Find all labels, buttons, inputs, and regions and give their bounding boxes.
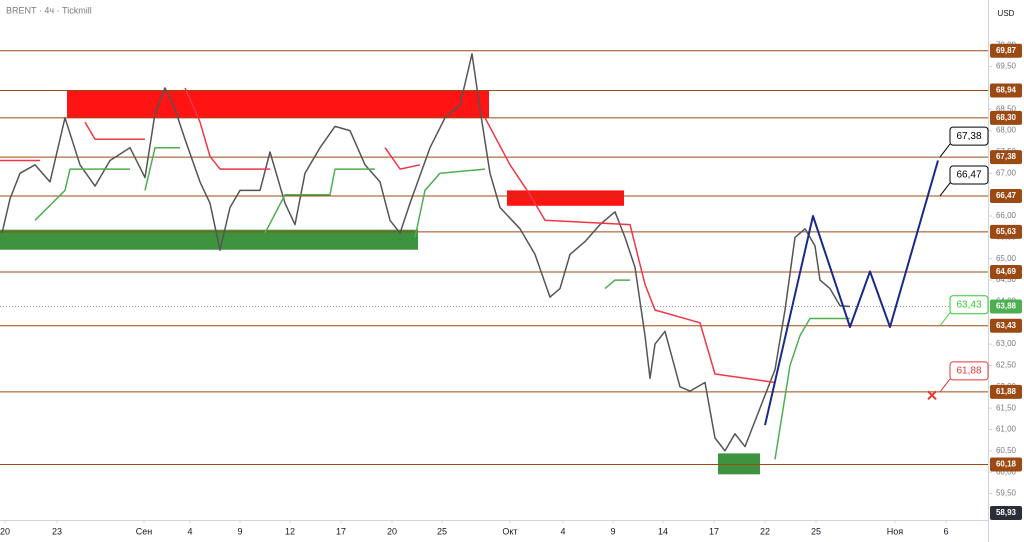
- callout-box: [949, 295, 989, 315]
- x-tick-label: Сен: [136, 526, 153, 536]
- series-line: [264, 168, 375, 234]
- currency: USD: [998, 9, 1015, 18]
- y-tick-label: 60,50: [996, 446, 1017, 455]
- callout-label: 63,43: [956, 299, 981, 310]
- stop-cross: [927, 390, 937, 401]
- last-price-box: [990, 299, 1022, 314]
- y-tick-label: 61,00: [996, 425, 1017, 434]
- series-line: [414, 168, 486, 238]
- symbol-title: BRENT · 4ч · Tickmill: [6, 5, 92, 15]
- x-tick-label: 17: [709, 526, 719, 536]
- level-label: 68,94: [996, 86, 1017, 95]
- zone: [0, 229, 418, 250]
- x-tick-label: 9: [610, 526, 615, 536]
- x-tick-label: 22: [760, 526, 770, 536]
- level-box: [990, 43, 1022, 58]
- low-marker-box: [990, 506, 1022, 520]
- y-tick-label: 61,50: [996, 403, 1017, 412]
- x-tick-label: 25: [437, 526, 447, 536]
- y-tick-label: 69,50: [996, 62, 1017, 71]
- x-tick-label: 23: [52, 526, 62, 536]
- y-tick-label: 60,00: [996, 467, 1017, 476]
- level-box: [990, 110, 1022, 125]
- series-line: [144, 146, 180, 191]
- level-label: 61,88: [996, 387, 1017, 396]
- level-box: [990, 318, 1022, 333]
- x-tick-label: 20: [0, 526, 10, 536]
- y-tick-label: 68,00: [996, 126, 1017, 135]
- series-line: [604, 279, 630, 290]
- series-line: [184, 87, 270, 170]
- callout-label: 67,38: [956, 131, 981, 142]
- series-line: [1, 53, 851, 452]
- callout-leader: [939, 182, 951, 197]
- x-tick-label: 6: [943, 526, 948, 536]
- x-tick-label: Окт: [502, 526, 517, 536]
- series-line: [484, 117, 776, 384]
- callout-leader: [939, 143, 951, 158]
- y-tick-label: 66,00: [996, 211, 1017, 220]
- level-label: 69,87: [996, 46, 1017, 55]
- y-tick-label: 59,50: [996, 489, 1017, 498]
- level-label: 68,30: [996, 113, 1017, 122]
- last-price-label: 63,88: [996, 302, 1017, 311]
- low-marker-label: 58,93: [996, 508, 1017, 517]
- x-tick-label: Ноя: [887, 526, 904, 536]
- x-tick-label: 17: [336, 526, 346, 536]
- level-label: 65,63: [996, 227, 1017, 236]
- x-tick-label: 25: [811, 526, 821, 536]
- level-box: [990, 83, 1022, 98]
- level-label: 60,18: [996, 460, 1017, 469]
- zone: [67, 90, 489, 118]
- y-tick-label: 64,50: [996, 275, 1017, 284]
- x-tick-label: 14: [658, 526, 668, 536]
- y-tick-label: 62,50: [996, 361, 1017, 370]
- series-line: [764, 160, 939, 426]
- series-line: [774, 317, 850, 460]
- callout-leader: [939, 378, 951, 393]
- x-tick-label: 4: [560, 526, 565, 536]
- series-line: [384, 147, 421, 170]
- level-box: [990, 457, 1022, 472]
- level-label: 66,47: [996, 191, 1017, 200]
- callout-label: 61,88: [956, 366, 981, 377]
- y-tick-label: 65,00: [996, 254, 1017, 263]
- callout-leader: [939, 312, 951, 327]
- level-label: 63,43: [996, 321, 1017, 330]
- callout-label: 66,47: [956, 170, 981, 181]
- series-line: [34, 168, 130, 221]
- level-label: 67,38: [996, 152, 1017, 161]
- x-tick-label: 4: [187, 526, 192, 536]
- level-box: [990, 188, 1022, 203]
- x-tick-label: 9: [237, 526, 242, 536]
- level-box: [990, 150, 1022, 165]
- level-box: [990, 384, 1022, 399]
- y-tick-label: 67,00: [996, 168, 1017, 177]
- callout-box: [949, 361, 989, 381]
- x-tick-label: 20: [387, 526, 397, 536]
- level-label: 64,69: [996, 267, 1017, 276]
- callout-box: [949, 126, 989, 146]
- level-box: [990, 264, 1022, 279]
- zone: [507, 190, 624, 206]
- series-line: [84, 121, 145, 140]
- callout-box: [949, 165, 989, 185]
- x-tick-label: 12: [285, 526, 295, 536]
- level-box: [990, 224, 1022, 239]
- zone: [718, 453, 760, 475]
- y-tick-label: 63,00: [996, 339, 1017, 348]
- y-tick-label: 68,50: [996, 104, 1017, 113]
